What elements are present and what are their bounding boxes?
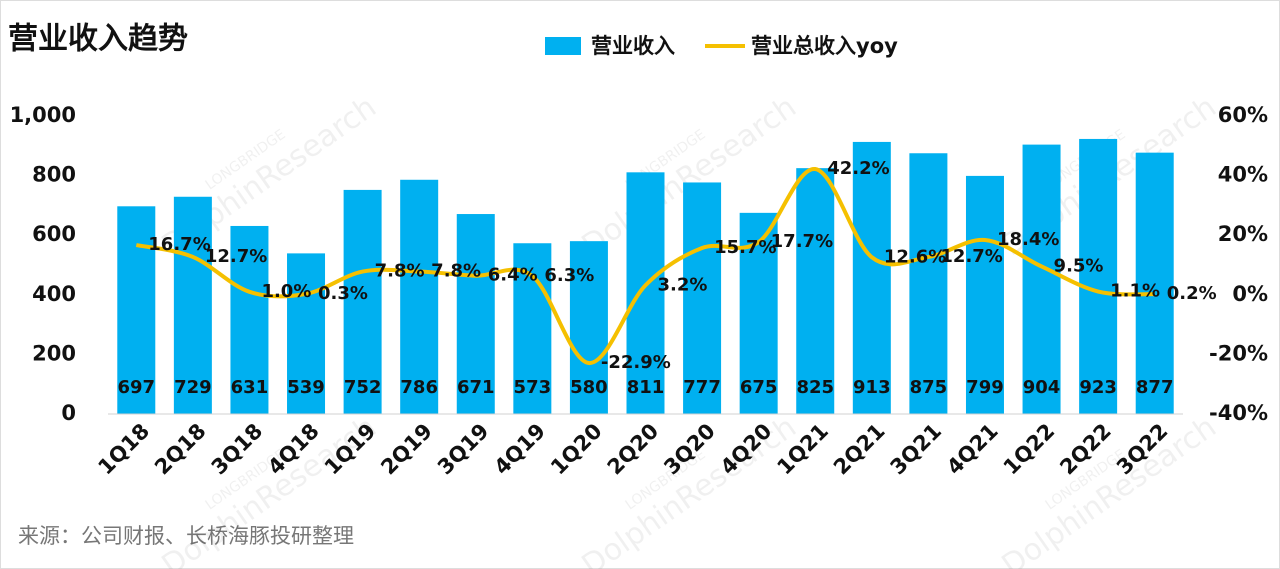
y2-tick-label: -20% <box>1209 341 1268 365</box>
line-value-label: 1.1% <box>1110 281 1160 302</box>
bar-value-label: 752 <box>344 377 382 398</box>
bar <box>117 206 156 414</box>
line-value-label: 6.3% <box>544 265 594 286</box>
bar-value-label: 539 <box>287 377 325 398</box>
bar <box>400 179 439 414</box>
bar <box>343 189 382 414</box>
line-value-label: 15.7% <box>714 237 776 258</box>
bar-value-label: 799 <box>966 377 1004 398</box>
bar <box>852 141 891 414</box>
bar-value-label: 631 <box>231 377 269 398</box>
bar <box>796 168 835 414</box>
y-tick-label: 400 <box>32 282 76 306</box>
bar-value-label: 811 <box>627 377 665 398</box>
line-value-label: 12.7% <box>940 246 1002 267</box>
y2-tick-label: -40% <box>1209 401 1268 425</box>
bar-value-label: 825 <box>796 377 834 398</box>
line-value-label: 6.4% <box>488 265 538 286</box>
line-value-label: 0.3% <box>318 283 368 304</box>
bar-value-label: 580 <box>570 377 608 398</box>
line-value-label: 16.7% <box>148 234 210 255</box>
bar-value-label: 675 <box>740 377 778 398</box>
bar <box>683 182 722 414</box>
line-value-label: 18.4% <box>997 229 1059 250</box>
line-value-label: 12.6% <box>884 246 946 267</box>
bar-value-label: 777 <box>683 377 721 398</box>
bar <box>569 241 608 414</box>
y-tick-label: 600 <box>32 222 76 246</box>
yoy-line <box>135 167 1155 366</box>
y2-tick-label: 0% <box>1232 282 1268 306</box>
bar <box>626 172 665 414</box>
bar <box>456 214 495 414</box>
bar-value-label: 923 <box>1079 377 1117 398</box>
bar <box>173 196 212 414</box>
bar-value-label: 786 <box>400 377 438 398</box>
source: 来源：公司财报、长桥海豚投研整理 <box>18 524 354 548</box>
bar <box>230 225 269 414</box>
bar-value-label: 877 <box>1136 377 1174 398</box>
y-tick-label: 0 <box>61 401 76 425</box>
y-tick-label: 1,000 <box>10 103 76 127</box>
line-value-label: 17.7% <box>771 231 833 252</box>
bar <box>287 253 326 414</box>
bar <box>1079 138 1118 415</box>
bar <box>965 175 1004 414</box>
line-value-label: -22.9% <box>601 352 671 373</box>
bar-value-label: 671 <box>457 377 495 398</box>
legend-label: 营业收入 <box>591 34 675 58</box>
bar <box>1022 144 1061 414</box>
y2-tick-label: 40% <box>1218 163 1268 187</box>
legend-swatch <box>545 37 581 55</box>
y-tick-label: 200 <box>32 341 76 365</box>
line-value-label: 9.5% <box>1054 255 1104 276</box>
line-value-label: 42.2% <box>827 158 889 179</box>
bar <box>1135 152 1174 415</box>
y2-tick-label: 20% <box>1218 222 1268 246</box>
line-value-label: 1.0% <box>261 281 311 302</box>
bar-value-label: 697 <box>118 377 156 398</box>
legend-label: 营业总收入yoy <box>751 34 898 58</box>
line-value-label: 7.8% <box>375 261 425 282</box>
bar-value-label: 913 <box>853 377 891 398</box>
bar-value-label: 729 <box>174 377 212 398</box>
chart-title: 营业收入趋势 <box>8 22 188 57</box>
line-value-label: 3.2% <box>658 274 708 295</box>
bar <box>909 153 948 414</box>
bar-value-label: 573 <box>514 377 552 398</box>
bar-value-label: 875 <box>910 377 948 398</box>
line-value-label: 0.2% <box>1167 283 1217 304</box>
y2-tick-label: 60% <box>1218 103 1268 127</box>
line-value-label: 12.7% <box>205 246 267 267</box>
y-tick-label: 800 <box>32 163 76 187</box>
line-value-label: 7.8% <box>431 261 481 282</box>
bar-value-label: 904 <box>1023 377 1061 398</box>
